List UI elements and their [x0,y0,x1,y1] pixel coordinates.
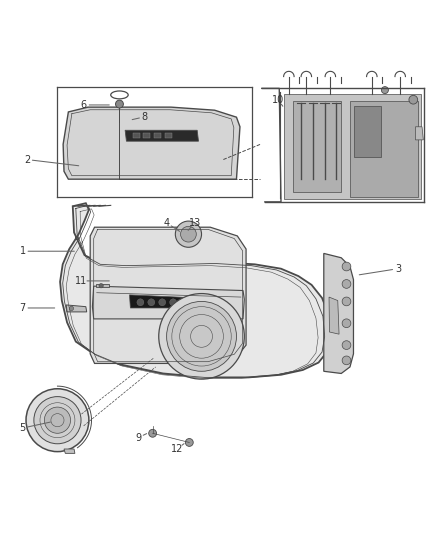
Circle shape [159,299,166,306]
Polygon shape [324,253,353,374]
Circle shape [137,299,144,306]
Circle shape [149,430,156,437]
Text: 8: 8 [142,112,148,122]
Circle shape [175,221,201,247]
Circle shape [99,284,103,288]
Polygon shape [284,94,421,199]
Polygon shape [60,203,331,377]
Circle shape [26,389,89,451]
Circle shape [148,299,155,306]
Circle shape [185,439,193,446]
Polygon shape [64,449,75,454]
Circle shape [342,341,351,350]
Circle shape [180,227,196,242]
Circle shape [166,302,237,372]
Circle shape [44,407,71,433]
Circle shape [342,280,351,288]
Text: 7: 7 [19,303,26,313]
Circle shape [342,319,351,328]
Polygon shape [133,133,140,138]
Circle shape [159,294,244,379]
Text: 4: 4 [163,218,170,228]
Circle shape [409,95,418,104]
Text: 11: 11 [75,276,88,286]
Polygon shape [130,295,197,308]
Polygon shape [63,107,240,179]
Text: 13: 13 [189,218,201,228]
Polygon shape [354,106,381,157]
Text: 6: 6 [81,100,87,110]
Circle shape [381,87,389,94]
Circle shape [116,100,124,108]
Polygon shape [90,227,246,364]
Text: 2: 2 [24,155,30,165]
Text: 5: 5 [19,423,26,433]
Circle shape [342,262,351,271]
Text: 9: 9 [135,433,141,442]
Polygon shape [293,101,341,192]
Text: 3: 3 [395,264,401,273]
Circle shape [342,297,351,306]
Text: 10: 10 [272,95,284,104]
Polygon shape [154,133,161,138]
Polygon shape [165,133,172,138]
Polygon shape [416,127,424,140]
Polygon shape [125,130,198,141]
Circle shape [69,306,74,311]
Text: 12: 12 [171,443,184,454]
Polygon shape [92,286,244,319]
Circle shape [34,397,81,444]
Polygon shape [350,101,418,197]
Circle shape [342,356,351,365]
Circle shape [180,299,187,306]
Text: 1: 1 [19,246,25,256]
Polygon shape [144,133,150,138]
Polygon shape [329,297,339,334]
Circle shape [170,299,177,306]
Polygon shape [66,305,87,312]
Polygon shape [96,284,109,287]
